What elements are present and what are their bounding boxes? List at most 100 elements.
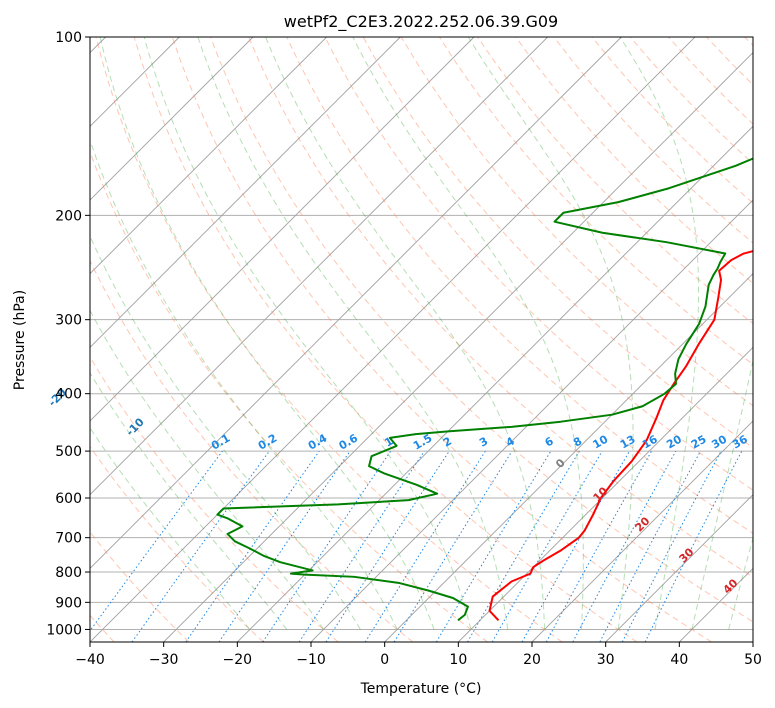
- mixing-ratio-line: [545, 450, 653, 642]
- isotherm-line: [752, 641, 753, 642]
- y-tick-label: 200: [55, 208, 82, 224]
- moist-adiabat-line: [99, 37, 435, 630]
- mixing-ratio-label: 10: [591, 432, 611, 451]
- isotherm-line: [384, 273, 753, 642]
- mixing-ratio-label: 0.2: [256, 432, 279, 453]
- mixing-ratio-line: [644, 450, 743, 642]
- dry-adiabat-line: [248, 37, 753, 578]
- moist-adiabat-label: 20: [633, 514, 653, 534]
- moist-adiabat-line: [90, 138, 398, 630]
- isotherm-line: [90, 37, 475, 422]
- x-tick-label: −40: [75, 652, 105, 668]
- dry-adiabat-line: [324, 37, 753, 491]
- mixing-ratio-line: [262, 450, 392, 642]
- mixing-ratio-label: 8: [571, 435, 584, 450]
- moist-adiabat-line: [265, 37, 546, 630]
- dry-adiabat-line: [286, 37, 753, 534]
- y-axis-label: Pressure (hPa): [12, 290, 28, 390]
- moist-adiabat-line: [90, 234, 361, 630]
- mixing-ratio-line: [185, 450, 320, 642]
- mixing-ratio-line: [435, 450, 552, 642]
- dewpoint-line: [216, 157, 753, 622]
- mixing-ratio-label: 0.1: [209, 432, 232, 453]
- dry-adiabat-line: [133, 37, 638, 642]
- x-tick-label: −10: [296, 652, 326, 668]
- dry-adiabat-line: [515, 37, 753, 284]
- isotherm-line: [90, 37, 696, 642]
- mixing-ratio-line: [298, 450, 425, 642]
- isotherm-line: [605, 494, 753, 642]
- mixing-ratio-line: [572, 450, 677, 642]
- dry-adiabat-line: [90, 356, 339, 642]
- y-tick-label: 500: [55, 444, 82, 460]
- mixing-ratio-line: [364, 450, 486, 642]
- y-tick-label: 1000: [46, 622, 82, 638]
- isotherm-line: [679, 567, 753, 642]
- y-tick-label: 400: [55, 387, 82, 403]
- isotherm-line: [163, 52, 753, 642]
- y-tick-label: 900: [55, 595, 82, 611]
- moist-adiabat-line: [143, 37, 472, 630]
- mixing-ratio-label: 20: [664, 432, 684, 451]
- isotherm-line: [237, 125, 753, 642]
- mixing-ratio-label: 6: [543, 434, 556, 449]
- moist-adiabat-line: [352, 37, 584, 630]
- x-tick-label: 0: [380, 652, 389, 668]
- mixing-ratio-label: 0.4: [306, 431, 330, 452]
- moist-adiabat-line: [728, 536, 753, 630]
- mixing-ratio-label: 13: [618, 433, 638, 452]
- dry-adiabat-line: [90, 150, 488, 642]
- isotherm-line: [90, 37, 622, 569]
- isotherm-line: [90, 37, 548, 496]
- dry-adiabat-label: -10: [124, 415, 147, 438]
- mixing-ratio-line: [393, 450, 513, 642]
- x-tick-label: 20: [523, 652, 541, 668]
- moist-adiabat-label: 40: [721, 576, 741, 596]
- moist-adiabat-label: 30: [677, 545, 697, 565]
- line-labels: 0.10.20.40.611.52346810131620253036-100-…: [46, 386, 750, 597]
- x-tick-label: 50: [744, 652, 762, 668]
- mixing-ratio-line: [325, 450, 450, 642]
- temperature-line: [488, 250, 753, 621]
- isotherm-line: [90, 37, 401, 348]
- dry-adiabat-line: [210, 37, 753, 623]
- moist-adiabat-label: 0: [553, 456, 568, 471]
- x-tick-label: 40: [670, 652, 688, 668]
- y-tick-label: 600: [55, 491, 82, 507]
- data-series: [216, 157, 753, 622]
- dry-adiabat-line: [90, 531, 190, 642]
- moist-adiabat-line: [467, 37, 634, 630]
- mixing-ratio-line: [218, 450, 351, 642]
- isotherm-line: [310, 199, 753, 642]
- mixing-ratio-line: [90, 450, 223, 632]
- isotherm-line: [90, 37, 254, 201]
- y-tick-label: 800: [55, 565, 82, 581]
- moist-adiabat-line: [197, 37, 509, 630]
- dry-adiabat-line: [171, 37, 712, 642]
- x-tick-label: 10: [449, 652, 467, 668]
- x-tick-label: −30: [149, 652, 179, 668]
- dry-adiabat-line: [90, 259, 414, 642]
- moist-adiabat-line: [619, 37, 700, 630]
- isotherm-line: [90, 37, 327, 275]
- moist-adiabat-line: [90, 309, 324, 630]
- mixing-ratio-label: 16: [640, 432, 660, 451]
- y-tick-label: 300: [55, 313, 82, 329]
- x-tick-label: 30: [597, 652, 615, 668]
- moist-adiabat-line: [691, 358, 753, 630]
- moist-adiabat-line: [90, 371, 288, 630]
- x-axis-label: Temperature (°C): [360, 681, 482, 697]
- isotherm-line: [458, 346, 753, 642]
- mixing-ratio-label: 30: [709, 432, 729, 451]
- dry-adiabat-line: [706, 37, 753, 86]
- plot-frame: [89, 36, 754, 643]
- dry-adiabat-line: [90, 445, 264, 642]
- background-lines: [90, 37, 753, 642]
- y-tick-label: 100: [55, 30, 82, 46]
- chart-title: wetPf2_C2E3.2022.252.06.39.G09: [284, 12, 558, 32]
- y-tick-label: 700: [55, 531, 82, 547]
- dry-adiabat-line: [95, 37, 563, 642]
- x-tick-label: −20: [223, 652, 253, 668]
- mixing-ratio-label: 25: [689, 433, 709, 452]
